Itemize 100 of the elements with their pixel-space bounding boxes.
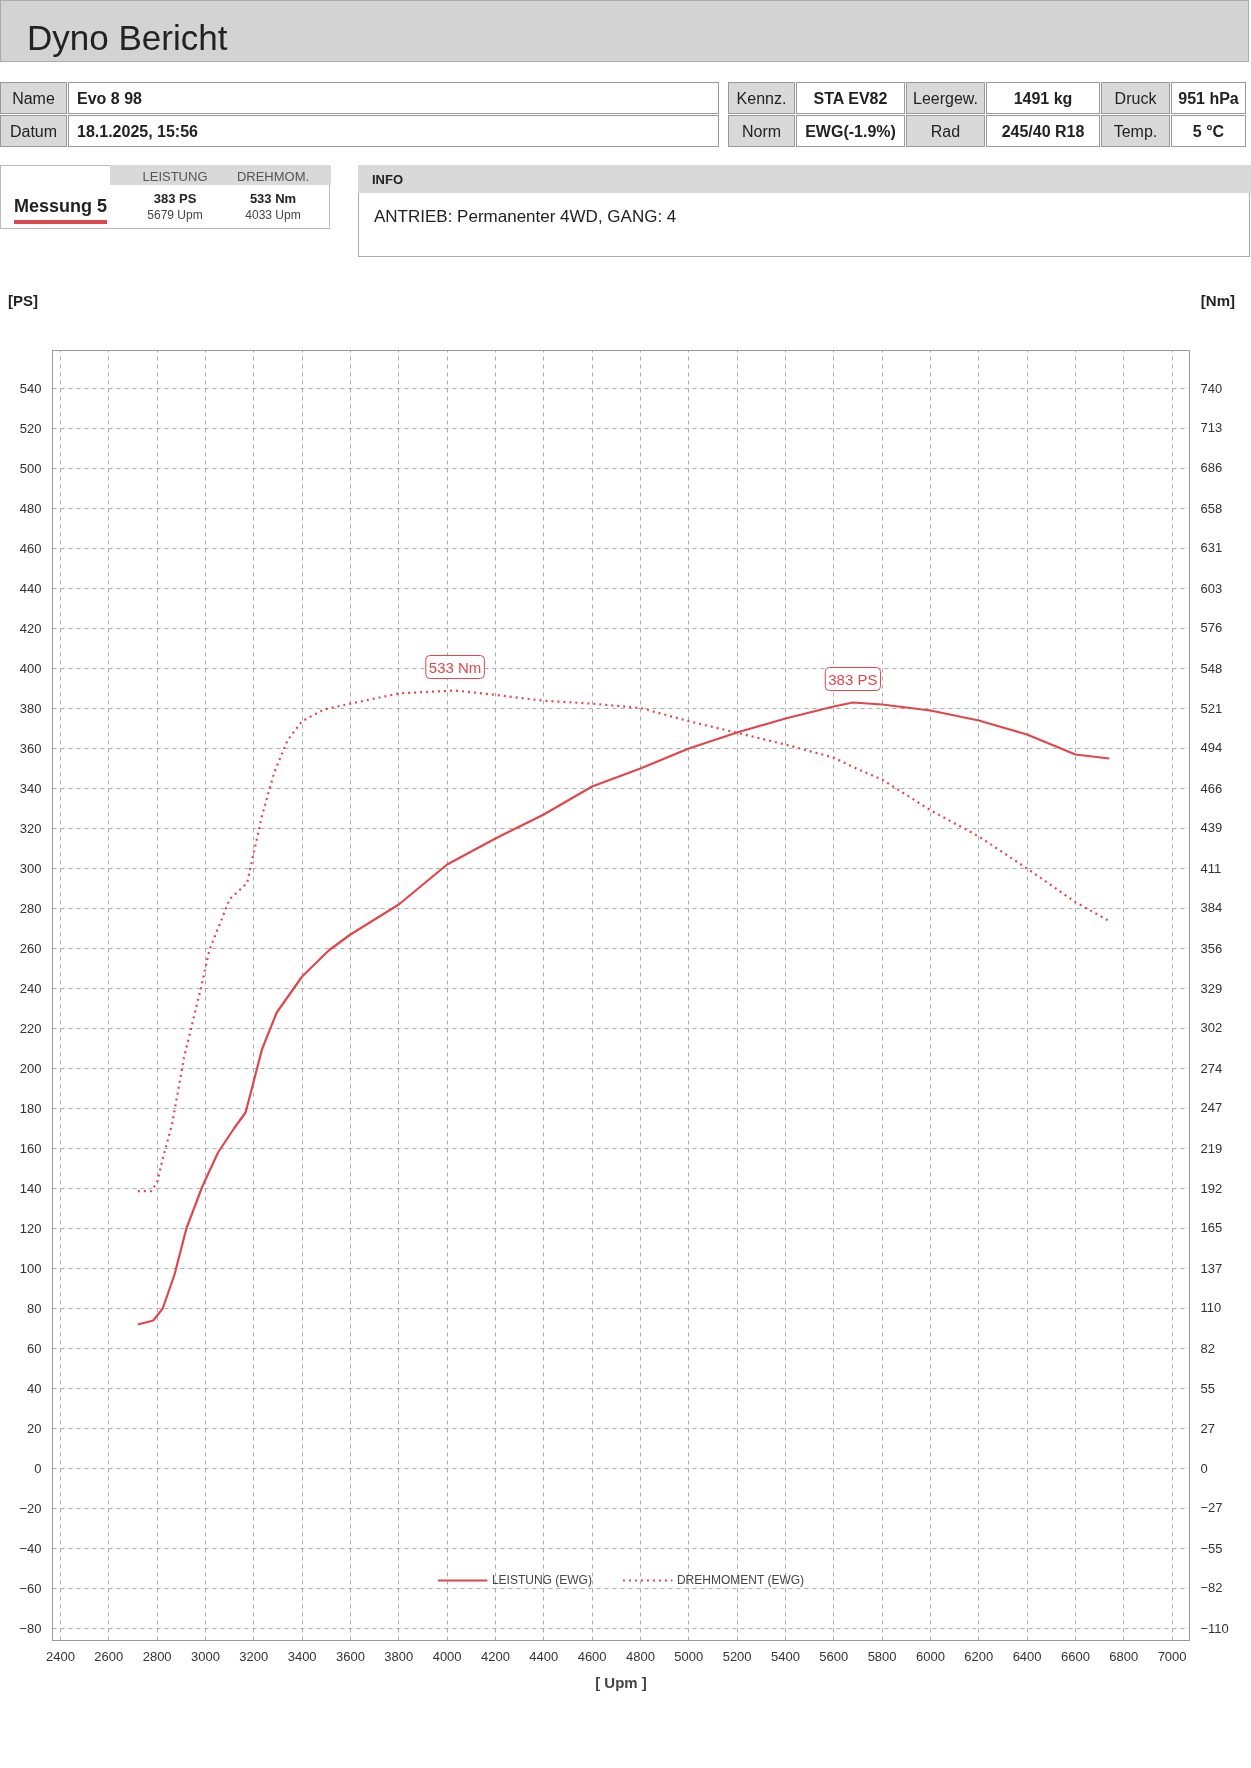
chart-title: Dyno Bericht <box>27 17 228 59</box>
x-tick-label: 5200 <box>722 1648 752 1664</box>
x-tick-label: 4200 <box>481 1648 510 1664</box>
text: 1491 kg <box>986 82 1100 114</box>
x-tick-label: 6600 <box>1060 1648 1090 1664</box>
text: Messung 5 <box>14 194 108 224</box>
text: 951 hPa <box>1171 82 1246 114</box>
y-tick-label: −20 <box>19 1501 42 1516</box>
y-tick-label: 420 <box>19 621 42 636</box>
y2-tick-label: 713 <box>1200 420 1223 436</box>
y2-tick-label: 82 <box>1200 1341 1215 1357</box>
y-tick-label: 500 <box>19 461 42 476</box>
y2-tick-label: 466 <box>1200 780 1223 796</box>
text: Name <box>0 82 67 114</box>
x-tick-label: 3400 <box>287 1648 317 1664</box>
y-tick-label: −60 <box>19 1581 42 1596</box>
y2-tick-label: 740 <box>1200 380 1223 396</box>
y-tick-label: 520 <box>19 421 42 436</box>
y2-tick-label: 27 <box>1200 1421 1215 1437</box>
x-tick-label: 2400 <box>46 1648 75 1664</box>
y-tick-label: 380 <box>19 701 42 716</box>
x-tick-label: 7000 <box>1157 1648 1187 1664</box>
text: INFO <box>372 171 404 189</box>
y-tick-label: 440 <box>19 581 42 596</box>
text: 245/40 R18 <box>986 115 1100 147</box>
y2-tick-label: 411 <box>1200 861 1222 877</box>
legend-label: DREHMOMENT (EWG) <box>676 1573 805 1587</box>
y2-tick-label: −55 <box>1200 1541 1223 1557</box>
text: 5 °C <box>1171 115 1246 147</box>
y2-tick-label: 302 <box>1200 1020 1223 1036</box>
legend-label: LEISTUNG (EWG) <box>491 1573 592 1587</box>
y2-tick-label: 165 <box>1200 1220 1223 1236</box>
x-tick-label: 3200 <box>239 1648 269 1664</box>
y2-tick-label: 219 <box>1200 1141 1223 1157</box>
y2-tick-label: 658 <box>1200 500 1223 516</box>
y-tick-label: 300 <box>19 861 42 876</box>
text: 5679 Upm <box>146 207 204 224</box>
y-tick-label: 400 <box>19 661 42 676</box>
y-tick-label: 360 <box>19 741 42 756</box>
text: 533 Nm <box>248 190 298 208</box>
text: Druck <box>1101 82 1170 114</box>
y-tick-label: 120 <box>19 1221 42 1236</box>
text: Evo 8 98 <box>68 82 719 114</box>
x-tick-label: 5600 <box>819 1648 849 1664</box>
x-tick-label: 5800 <box>867 1648 897 1664</box>
y-tick-label: 340 <box>19 781 42 796</box>
y-tick-label: 540 <box>19 381 42 396</box>
y-tick-label: 280 <box>19 901 42 916</box>
text: 18.1.2025, 15:56 <box>68 115 719 147</box>
y2-tick-label: 55 <box>1200 1380 1215 1396</box>
x-tick-label: 4400 <box>529 1648 559 1664</box>
y-tick-label: 0 <box>34 1461 42 1476</box>
y2-tick-label: 137 <box>1200 1260 1223 1276</box>
y-axis-title: [PS] <box>8 291 38 311</box>
x-tick-label: 3800 <box>384 1648 414 1664</box>
y2-tick-label: 384 <box>1200 900 1223 916</box>
y2-tick-label: 603 <box>1200 580 1223 596</box>
y2-tick-label: 192 <box>1200 1180 1223 1196</box>
x-tick-label: 5000 <box>674 1648 704 1664</box>
x-tick-label: 6000 <box>915 1648 945 1664</box>
annotation: 383 PS <box>828 670 878 688</box>
y-tick-label: 60 <box>27 1341 42 1356</box>
x-tick-label: 6200 <box>964 1648 994 1664</box>
y-tick-label: 180 <box>19 1101 42 1116</box>
y2-tick-label: 329 <box>1200 980 1223 996</box>
text: Rad <box>906 115 985 147</box>
y2-tick-label: 631 <box>1200 540 1223 555</box>
text: Datum <box>0 115 67 147</box>
y2-tick-label: 0 <box>1200 1460 1208 1476</box>
y-tick-label: 240 <box>19 981 42 996</box>
y-tick-label: 160 <box>19 1141 42 1156</box>
y-tick-label: 220 <box>19 1021 42 1036</box>
y2-tick-label: 247 <box>1200 1100 1223 1116</box>
y-tick-label: 320 <box>19 821 42 836</box>
y-tick-label: 20 <box>27 1421 42 1436</box>
x-tick-label: 4800 <box>625 1648 655 1664</box>
x-tick-label: 5400 <box>770 1648 800 1664</box>
y2-tick-label: 110 <box>1200 1300 1222 1316</box>
text: LEISTUNG <box>141 168 209 186</box>
text: EWG(-1.9%) <box>796 115 905 147</box>
y-tick-label: 460 <box>19 541 42 556</box>
annotation: 533 Nm <box>428 658 482 676</box>
y-tick-label: 80 <box>27 1301 42 1316</box>
y2-axis-title: [Nm] <box>1200 291 1235 311</box>
y2-tick-label: 548 <box>1200 661 1223 677</box>
y-tick-label: 40 <box>27 1381 42 1396</box>
y-tick-label: −80 <box>19 1621 42 1636</box>
y-tick-label: 480 <box>19 501 42 516</box>
y-tick-label: 200 <box>19 1061 42 1076</box>
text: ANTRIEB: Permanenter 4WD, GANG: 4 <box>374 206 677 228</box>
text: Leergew. <box>906 82 985 114</box>
text: 383 PS <box>152 190 198 208</box>
y-tick-label: 140 <box>19 1181 42 1196</box>
y2-tick-label: 521 <box>1200 700 1223 716</box>
y-tick-label: 100 <box>19 1261 42 1276</box>
y2-tick-label: −82 <box>1200 1580 1223 1596</box>
x-tick-label: 3000 <box>191 1648 220 1664</box>
x-tick-label: 4000 <box>432 1648 462 1664</box>
y2-tick-label: 576 <box>1200 620 1223 636</box>
y2-tick-label: 439 <box>1200 820 1223 836</box>
